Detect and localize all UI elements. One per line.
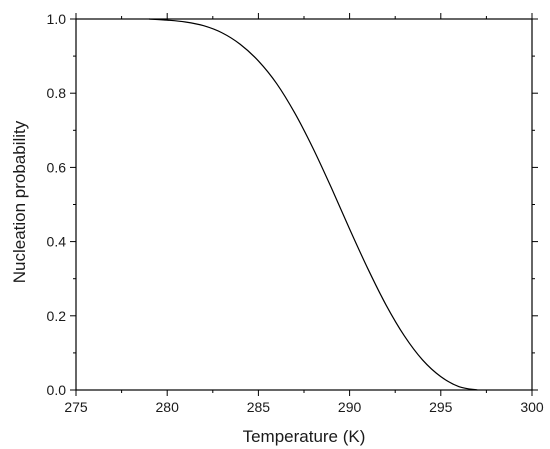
x-tick-label: 290 bbox=[338, 399, 362, 415]
x-axis: 275 280 285 290 295 300 bbox=[64, 13, 544, 415]
x-tick-label: 285 bbox=[247, 399, 271, 415]
plot-frame bbox=[75, 18, 533, 391]
x-tick-label: 280 bbox=[156, 399, 180, 415]
y-axis-title: Nucleation probability bbox=[10, 120, 29, 283]
x-tick-label: 275 bbox=[64, 399, 88, 415]
y-tick-label: 0.6 bbox=[47, 159, 67, 175]
y-tick-label: 0.2 bbox=[47, 308, 67, 324]
x-tick-label: 300 bbox=[520, 399, 544, 415]
y-tick-label: 0.0 bbox=[47, 382, 67, 398]
x-tick-label: 295 bbox=[429, 399, 453, 415]
y-tick-label: 1.0 bbox=[47, 11, 67, 27]
probability-curve bbox=[148, 18, 478, 391]
y-tick-label: 0.4 bbox=[47, 234, 67, 250]
y-tick-label: 0.8 bbox=[47, 85, 67, 101]
y-axis: 0.0 0.2 0.4 0.6 0.8 1.0 bbox=[47, 11, 538, 398]
x-axis-title: Temperature (K) bbox=[243, 427, 366, 446]
plot-area bbox=[75, 18, 533, 391]
